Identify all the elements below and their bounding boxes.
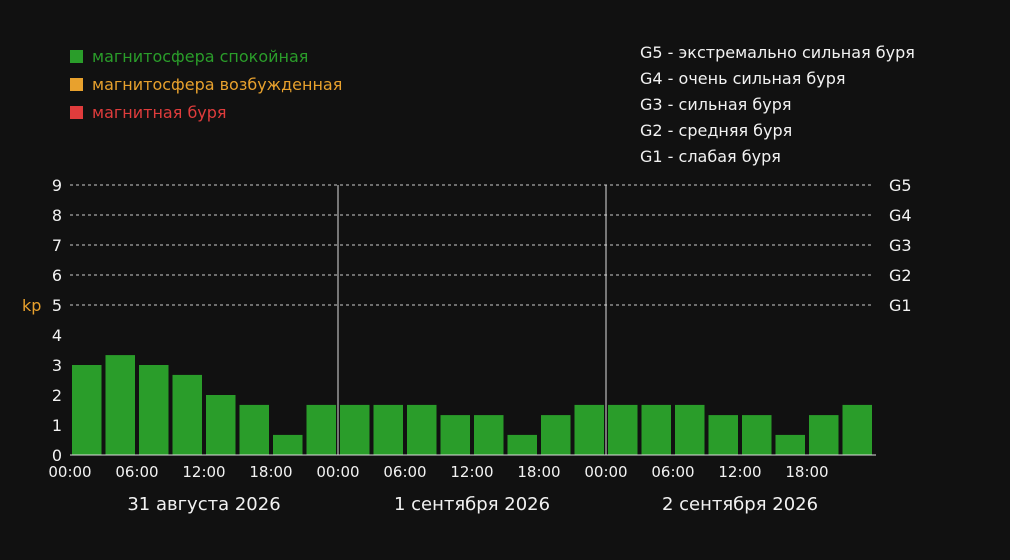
bar — [440, 415, 470, 455]
y-tick-label: 9 — [52, 176, 62, 195]
legend-item-storm: магнитная буря — [70, 98, 342, 126]
legend-label-storm: магнитная буря — [92, 102, 227, 122]
y-tick-label: 0 — [52, 446, 62, 465]
bar — [239, 404, 269, 455]
bar — [172, 374, 202, 455]
y-axis-label: kp — [22, 296, 41, 315]
bar — [273, 434, 303, 455]
y-tick-label: 4 — [52, 326, 62, 345]
scale-item-g2: G2 - средняя буря — [640, 121, 793, 140]
legend-swatch-quiet — [70, 49, 83, 63]
bar — [139, 365, 169, 455]
y-tick-label: 3 — [52, 356, 62, 375]
bar — [507, 434, 537, 455]
legend-item-quiet: магнитосфера спокойная — [70, 42, 342, 70]
x-tick-label: 00:00 — [584, 463, 627, 481]
bar — [809, 415, 839, 455]
bar — [72, 365, 102, 455]
legend-swatch-storm — [70, 105, 83, 119]
scale-item-g4: G4 - очень сильная буря — [640, 69, 846, 88]
x-tick-label: 12:00 — [718, 463, 761, 481]
scale-item-g1: G1 - слабая буря — [640, 147, 781, 166]
y-tick-label: 5 — [52, 296, 62, 315]
bar — [306, 404, 336, 455]
bar — [775, 434, 805, 455]
day-label: 31 августа 2026 — [127, 494, 280, 515]
scale-item-g5: G5 - экстремально сильная буря — [640, 43, 915, 62]
bar — [675, 404, 705, 455]
legend-swatch-excited — [70, 77, 83, 91]
x-tick-label: 06:00 — [115, 463, 158, 481]
day-label: 2 сентября 2026 — [662, 494, 818, 515]
x-tick-label: 06:00 — [383, 463, 426, 481]
bar — [641, 404, 671, 455]
legend-label-excited: магнитосфера возбужденная — [92, 74, 343, 94]
y-tick-label: 2 — [52, 386, 62, 405]
bar — [608, 404, 638, 455]
y-tick-label: 8 — [52, 206, 62, 225]
y-tick-label: 7 — [52, 236, 62, 255]
legend-item-excited: магнитосфера возбужденная — [70, 70, 342, 98]
bar — [842, 404, 872, 455]
legend-label-quiet: магнитосфера спокойная — [92, 46, 309, 66]
scale-level-label: G3 — [889, 236, 912, 255]
storm-scale-legend: G5 - экстремально сильная буря G4 - очен… — [640, 40, 915, 170]
scale-item-g3: G3 - сильная буря — [640, 95, 792, 114]
x-tick-label: 12:00 — [182, 463, 225, 481]
day-label: 1 сентября 2026 — [394, 494, 550, 515]
scale-level-label: G4 — [889, 206, 912, 225]
scale-level-label: G2 — [889, 266, 912, 285]
x-tick-label: 18:00 — [249, 463, 292, 481]
bar — [474, 415, 504, 455]
bar — [407, 404, 437, 455]
bar — [541, 415, 571, 455]
x-tick-label: 00:00 — [48, 463, 91, 481]
x-tick-label: 06:00 — [651, 463, 694, 481]
bar — [708, 415, 738, 455]
scale-level-label: G1 — [889, 296, 912, 315]
bar — [206, 395, 236, 455]
bar — [742, 415, 772, 455]
x-tick-label: 00:00 — [316, 463, 359, 481]
bar — [105, 355, 135, 455]
legend: магнитосфера спокойная магнитосфера возб… — [70, 42, 342, 126]
bar — [574, 404, 604, 455]
y-tick-label: 6 — [52, 266, 62, 285]
y-tick-label: 1 — [52, 416, 62, 435]
bar — [373, 404, 403, 455]
x-tick-label: 12:00 — [450, 463, 493, 481]
bar — [340, 404, 370, 455]
x-tick-label: 18:00 — [517, 463, 560, 481]
x-tick-label: 18:00 — [785, 463, 828, 481]
scale-level-label: G5 — [889, 176, 912, 195]
